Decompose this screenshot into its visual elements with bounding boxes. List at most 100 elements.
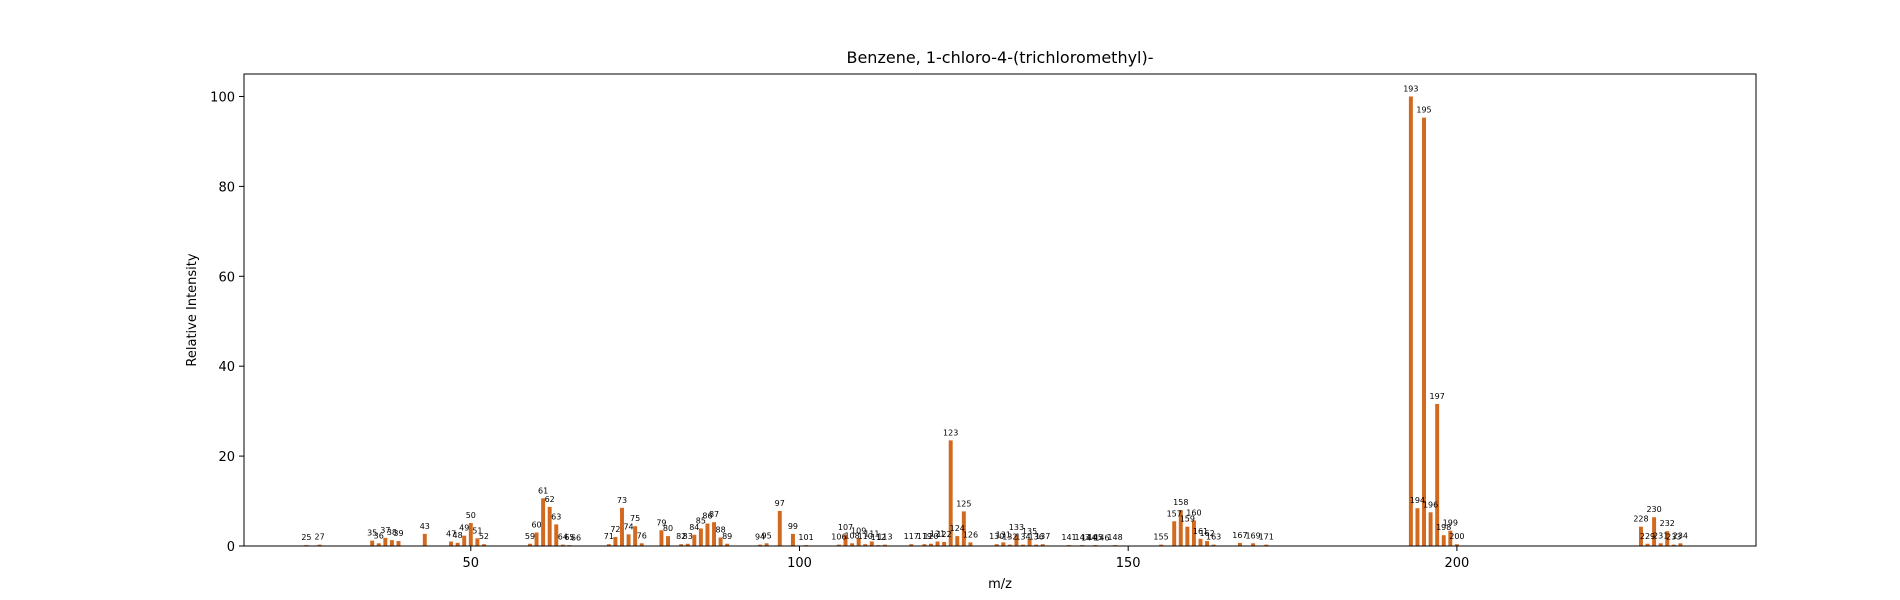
bar-mz-228	[1638, 526, 1643, 546]
peak-label-47: 47	[446, 530, 456, 539]
peak-label-157: 157	[1167, 509, 1182, 518]
peak-label-113: 113	[877, 533, 892, 542]
bar-mz-35	[370, 540, 375, 546]
bar-mz-79	[659, 530, 664, 546]
peak-label-130: 130	[989, 532, 1004, 541]
bar-mz-130	[994, 544, 999, 546]
bar-mz-117	[909, 544, 914, 546]
bar-mz-86	[705, 523, 710, 546]
peak-label-122: 122	[936, 530, 951, 539]
peak-label-94: 94	[755, 533, 765, 542]
bar-mz-85	[698, 528, 703, 546]
bar-mz-135	[1027, 538, 1032, 546]
peak-label-66: 66	[571, 534, 581, 543]
peak-label-162: 162	[1199, 529, 1214, 538]
peak-label-136: 136	[1029, 533, 1044, 542]
peak-label-72: 72	[610, 525, 620, 534]
peak-label-132: 132	[1002, 533, 1017, 542]
peak-label-146: 146	[1094, 534, 1109, 543]
peak-label-83: 83	[683, 532, 693, 541]
bar-mz-61	[541, 498, 546, 546]
bar-mz-159	[1185, 526, 1190, 546]
peak-label-88: 88	[716, 525, 726, 534]
peak-label-25: 25	[301, 533, 311, 542]
bar-mz-50	[468, 523, 473, 546]
bar-mz-63	[554, 524, 559, 546]
peak-label-59: 59	[525, 532, 535, 541]
peak-label-95: 95	[762, 531, 772, 540]
peak-label-196: 196	[1423, 500, 1438, 509]
bar-mz-87	[712, 522, 717, 546]
bar-mz-136	[1034, 544, 1039, 546]
bar-mz-108	[850, 543, 855, 546]
peak-label-200: 200	[1449, 532, 1464, 541]
bar-mz-74	[626, 534, 631, 546]
x-tick-label-200: 200	[1444, 556, 1469, 571]
bar-mz-231	[1658, 543, 1663, 546]
peak-label-199: 199	[1443, 519, 1458, 528]
peak-label-101: 101	[798, 533, 813, 542]
peak-label-37: 37	[380, 526, 390, 535]
peak-label-80: 80	[663, 524, 673, 533]
bar-mz-123	[948, 440, 953, 546]
bar-mz-194	[1415, 508, 1420, 546]
bar-mz-71	[606, 544, 611, 546]
peak-label-109: 109	[851, 526, 866, 535]
peak-label-145: 145	[1088, 533, 1103, 542]
peak-label-71: 71	[604, 532, 614, 541]
peak-label-121: 121	[930, 530, 945, 539]
bar-mz-38	[389, 540, 394, 546]
peak-label-89: 89	[722, 532, 732, 541]
y-tick-label-40: 40	[218, 360, 235, 375]
peak-label-49: 49	[459, 524, 469, 533]
bar-mz-111	[869, 541, 874, 546]
bar-mz-106	[836, 544, 841, 546]
peak-label-123: 123	[943, 428, 958, 437]
peak-label-74: 74	[623, 522, 633, 531]
peak-label-231: 231	[1653, 531, 1668, 540]
peak-label-117: 117	[904, 532, 919, 541]
peak-label-63: 63	[551, 512, 561, 521]
bar-mz-200	[1454, 544, 1459, 546]
bar-mz-109	[856, 538, 861, 546]
bar-mz-233	[1671, 544, 1676, 546]
peak-label-148: 148	[1107, 533, 1122, 542]
peak-label-137: 137	[1035, 532, 1050, 541]
y-tick-label-100: 100	[210, 90, 235, 105]
x-axis-label: m/z	[988, 577, 1012, 592]
bar-mz-125	[961, 511, 966, 546]
peak-label-87: 87	[709, 510, 719, 519]
y-tick-label-20: 20	[218, 450, 235, 465]
bar-mz-27	[317, 544, 322, 546]
y-tick-label-60: 60	[218, 270, 235, 285]
bar-mz-134	[1021, 544, 1025, 546]
peak-label-229: 229	[1640, 532, 1655, 541]
x-tick-label-50: 50	[463, 556, 480, 571]
bar-mz-193	[1408, 96, 1413, 546]
bar-mz-89	[725, 543, 730, 546]
bar-mz-158	[1178, 510, 1183, 546]
bar-mz-52	[481, 544, 486, 546]
bar-mz-62	[547, 506, 552, 546]
peak-label-125: 125	[956, 499, 971, 508]
peak-label-234: 234	[1673, 531, 1688, 540]
bar-mz-64	[560, 544, 565, 546]
peak-label-133: 133	[1009, 523, 1024, 532]
peak-label-141: 141	[1061, 533, 1076, 542]
bar-mz-171	[1264, 544, 1269, 546]
peak-label-60: 60	[531, 521, 541, 530]
bar-mz-199	[1448, 530, 1453, 546]
bar-mz-49	[462, 535, 467, 546]
peak-label-62: 62	[545, 495, 555, 504]
peak-label-48: 48	[453, 531, 463, 540]
peak-label-144: 144	[1081, 534, 1096, 543]
bar-mz-161	[1198, 538, 1203, 546]
bar-mz-72	[613, 537, 618, 546]
peak-label-106: 106	[831, 533, 846, 542]
peak-label-155: 155	[1153, 533, 1168, 542]
bar-mz-88	[718, 537, 723, 546]
peak-label-79: 79	[656, 518, 666, 527]
peak-label-38: 38	[387, 528, 397, 537]
x-tick-label-150: 150	[1116, 556, 1141, 571]
bar-mz-121	[935, 541, 940, 546]
